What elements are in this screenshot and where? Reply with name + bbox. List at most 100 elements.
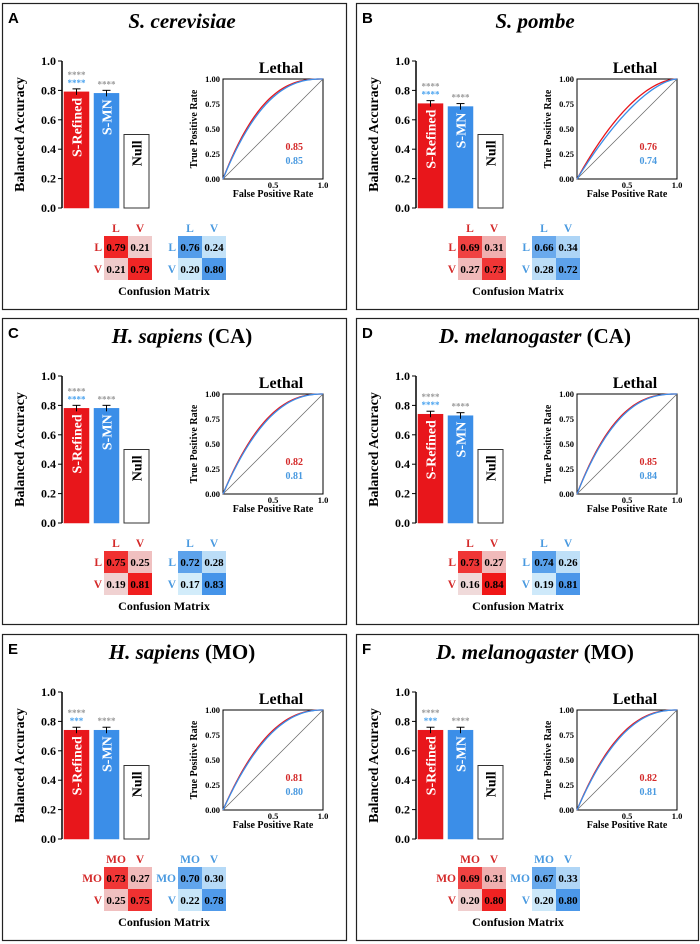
cm-cell <box>482 573 506 595</box>
cm-cell <box>202 889 226 911</box>
roc-y-tick-label: 0.50 <box>205 755 220 765</box>
cm-row-label: V <box>522 895 531 907</box>
panel-b: B S. pombe 0.0 0.2 0.4 0.6 0.8 1.0 Balanced Accu… <box>355 2 700 311</box>
cm-cell <box>556 236 580 258</box>
bar-y-axis-label: Balanced Accuracy <box>367 392 382 507</box>
bar-y-tick-label: 0.8 <box>395 83 410 97</box>
roc-y-axis-label: True Positive Rate <box>543 89 554 168</box>
bar-y-tick-label: 0.6 <box>395 113 410 127</box>
cm-cell-value: 0.80 <box>204 264 224 276</box>
cm-cell <box>202 236 226 258</box>
cm-col-label: MO <box>460 854 480 866</box>
roc-x-tick-label: 0.5 <box>268 180 279 190</box>
cm-cell <box>128 889 152 911</box>
cm-cell-value: 0.28 <box>204 557 224 569</box>
species-name: H. sapiens <box>108 640 200 664</box>
cm-col-label: MO <box>534 854 554 866</box>
stars-blue: *** <box>424 716 438 726</box>
roc-y-axis-label: True Positive Rate <box>189 89 200 168</box>
cm-row-label: MO <box>156 873 176 885</box>
cm-caption: Confusion Matrix <box>118 284 210 298</box>
roc-curve-smn <box>576 709 678 811</box>
panel-title: D. melanogaster (MO) <box>435 640 634 664</box>
roc-y-tick-label: 0.25 <box>205 149 220 159</box>
auc-smn: 0.84 <box>640 471 658 482</box>
panel-title: S. cerevisiae <box>128 9 235 33</box>
cm-cell <box>482 889 506 911</box>
species-name: H. sapiens <box>111 324 203 348</box>
cm-caption: Confusion Matrix <box>118 915 210 929</box>
cm-cell-value: 0.81 <box>558 579 577 591</box>
cm-row-label: MO <box>510 873 530 885</box>
auc-smn: 0.85 <box>286 156 304 167</box>
bar-y-tick-label: 0.6 <box>41 113 56 127</box>
roc-x-axis-label: False Positive Rate <box>233 189 314 200</box>
cm-cell-value: 0.76 <box>180 242 200 254</box>
bar-y-tick-label: 0.8 <box>41 714 56 728</box>
cm-col-label: V <box>490 854 499 866</box>
roc-y-tick-label: 0.75 <box>205 99 220 109</box>
bar-y-axis-label: Balanced Accuracy <box>13 708 28 823</box>
bar-category-label: S-MN <box>455 736 470 772</box>
bar-refined <box>417 729 444 840</box>
cm-cell <box>458 573 482 595</box>
cm-row-label: V <box>168 895 177 907</box>
panel-title: H. sapiens (CA) <box>111 324 253 348</box>
roc-y-tick-label: 0.50 <box>559 439 574 449</box>
species-name: D. melanogaster <box>435 640 579 664</box>
stars-blue: *** <box>70 716 84 726</box>
cm-col-label: L <box>186 538 194 550</box>
bar-null <box>477 765 504 840</box>
roc-y-tick-label: 1.00 <box>559 705 574 715</box>
cm-cell-value: 0.80 <box>484 895 504 907</box>
bar-y-tick-label: 1.0 <box>41 54 56 68</box>
roc-x-axis-label: False Positive Rate <box>233 820 314 831</box>
bar-y-tick-label: 0.0 <box>395 516 410 530</box>
bar-y-tick-label: 1.0 <box>41 685 56 699</box>
roc-x-tick-label: 0.5 <box>622 180 633 190</box>
title-suffix: (MO) <box>200 640 255 664</box>
cm-row-label: V <box>94 579 103 591</box>
cm-cell <box>202 867 226 889</box>
cm-cell-value: 0.31 <box>484 242 503 254</box>
bar-smn <box>93 408 120 524</box>
cm-cell <box>104 551 128 573</box>
cm-cell <box>202 573 226 595</box>
bar-y-tick-label: 0.4 <box>41 457 56 471</box>
roc-diagonal <box>576 78 678 180</box>
cm-cell <box>458 258 482 280</box>
cm-row-label: V <box>94 264 103 276</box>
cm-cell-value: 0.20 <box>180 264 200 276</box>
cm-cell-value: 0.74 <box>534 557 554 569</box>
bar-category-label: S-Refined <box>71 414 86 473</box>
roc-y-axis-label: True Positive Rate <box>189 720 200 799</box>
cm-cell <box>202 258 226 280</box>
cm-col-label: L <box>540 223 548 235</box>
cm-cell <box>128 258 152 280</box>
cm-cell <box>482 236 506 258</box>
cm-cell <box>556 573 580 595</box>
stars-gray: **** <box>68 70 87 80</box>
roc-x-tick-label: 0.5 <box>268 811 279 821</box>
auc-refined: 0.76 <box>640 142 658 153</box>
bar-refined <box>63 91 90 209</box>
cm-cell <box>178 551 202 573</box>
bar-y-tick-label: 0.0 <box>395 832 410 846</box>
roc-title: Lethal <box>613 60 658 77</box>
panel-frame <box>1 2 348 311</box>
cm-cell <box>104 236 128 258</box>
cm-col-label: MO <box>180 854 200 866</box>
bar-y-tick-label: 0.8 <box>395 714 410 728</box>
roc-y-tick-label: 0.00 <box>559 489 574 499</box>
bar-null <box>123 449 150 524</box>
bar-y-tick-label: 0.2 <box>41 803 56 817</box>
cm-cell <box>556 551 580 573</box>
cm-caption: Confusion Matrix <box>472 599 564 613</box>
cm-col-label: L <box>112 538 120 550</box>
cm-cell <box>458 889 482 911</box>
bar-smn <box>447 106 474 209</box>
